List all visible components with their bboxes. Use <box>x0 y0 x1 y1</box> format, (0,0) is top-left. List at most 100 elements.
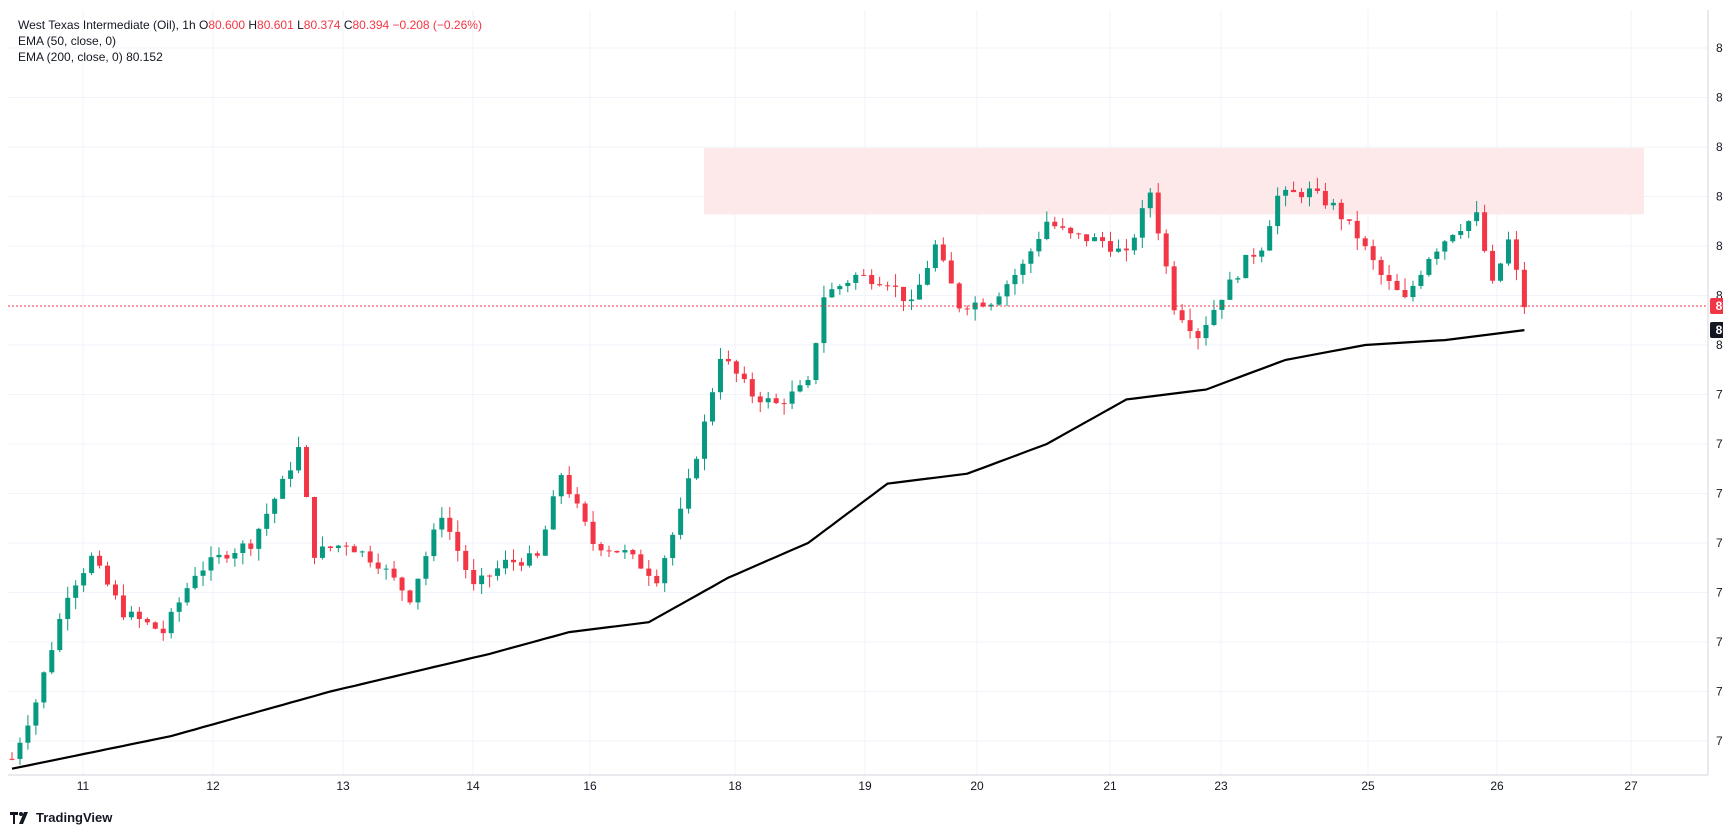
candle-body <box>1107 241 1113 252</box>
candle-body <box>773 398 779 404</box>
instrument-title[interactable]: West Texas Intermediate (Oil), 1h <box>18 18 196 32</box>
candle-body <box>407 590 413 603</box>
candle-body <box>980 302 986 307</box>
candle-body <box>1219 299 1225 310</box>
close-value: 80.394 <box>352 18 390 32</box>
ema200-tag: 80.152 <box>1716 323 1723 337</box>
candle-body <box>495 568 501 576</box>
candle-body <box>837 286 843 290</box>
candle-body <box>622 550 628 553</box>
candle-body <box>550 496 556 530</box>
candle-body <box>1251 254 1257 257</box>
candle-body <box>805 379 811 386</box>
candle-body <box>1291 189 1297 193</box>
candle-body <box>853 274 859 283</box>
candle-body <box>1346 219 1352 221</box>
candle-body <box>694 458 700 479</box>
candle-body <box>17 742 23 759</box>
candle-body <box>526 553 532 566</box>
x-tick-label: 20 <box>970 779 984 793</box>
open-value: 80.600 <box>208 18 246 32</box>
candle-body <box>606 550 612 552</box>
candle-body <box>423 556 429 579</box>
candle-body <box>893 285 899 287</box>
y-tick-label: 79.000 <box>1716 437 1723 451</box>
candle-body <box>510 559 516 563</box>
y-tick-label: 81.500 <box>1716 190 1723 204</box>
grid <box>8 10 1708 775</box>
candle-body <box>614 550 620 553</box>
candle-body <box>1060 226 1066 228</box>
candle-body <box>1179 310 1185 321</box>
y-tick-label: 76.500 <box>1716 685 1723 699</box>
high-label: H <box>248 18 258 32</box>
candle-body <box>1306 188 1312 198</box>
candle-body <box>948 260 954 284</box>
candle-body <box>1131 237 1137 251</box>
candle-body <box>725 358 731 362</box>
candle-body <box>1211 309 1217 325</box>
candle-body <box>327 546 333 549</box>
candle-body <box>1330 202 1336 206</box>
price-tags: 80.394 80.152 <box>1710 297 1723 338</box>
candle-body <box>924 268 930 285</box>
candle-body <box>471 569 477 585</box>
candle-body <box>399 577 405 591</box>
tradingview-brand[interactable]: TradingView <box>10 810 112 825</box>
candle-body <box>646 568 652 576</box>
candle-body <box>916 284 922 300</box>
candle-body <box>702 421 708 459</box>
candle-body <box>813 343 819 380</box>
candle-body <box>534 553 540 556</box>
candle-body <box>343 545 349 547</box>
candle-body <box>232 552 238 559</box>
candle-body <box>590 521 596 544</box>
y-tick-label: 82.000 <box>1716 140 1723 154</box>
candle-body <box>1314 188 1320 191</box>
candle-body <box>479 575 485 585</box>
candle-body <box>1187 320 1193 332</box>
ema50-legend[interactable]: EMA (50, close, 0) <box>18 33 482 49</box>
low-value: 80.374 <box>303 18 341 32</box>
candle-body <box>1020 263 1026 275</box>
x-tick-label: 14 <box>466 779 480 793</box>
candle-body <box>256 528 262 549</box>
y-tick-label: 79.500 <box>1716 388 1723 402</box>
candle-body <box>296 447 302 471</box>
candle-body <box>136 611 142 619</box>
last-price-tag: 80.394 <box>1716 299 1723 313</box>
resistance-zone <box>704 147 1644 215</box>
candle-body <box>638 554 644 569</box>
candle-body <box>431 529 437 557</box>
candle-body <box>280 478 286 499</box>
x-tick-label: 26 <box>1490 779 1504 793</box>
candle-body <box>1434 251 1440 259</box>
candle-body <box>192 575 198 589</box>
x-tick-label: 12 <box>206 779 220 793</box>
candle-body <box>1044 221 1050 240</box>
candle-body <box>964 308 970 310</box>
candle-body <box>861 274 867 276</box>
candle-body <box>1028 251 1034 264</box>
candle-body <box>1139 208 1145 238</box>
candle-body <box>415 578 421 603</box>
change-value: −0.208 (−0.26%) <box>392 18 482 32</box>
candle-body <box>757 396 763 403</box>
candle-body <box>367 551 373 563</box>
candle-body <box>1299 192 1305 198</box>
candle-body <box>97 555 103 566</box>
candle-body <box>670 534 676 559</box>
candle-body <box>1362 238 1368 247</box>
candle-body <box>518 562 524 566</box>
candle-body <box>176 602 182 612</box>
candle-body <box>749 379 755 397</box>
candle-body <box>1322 190 1328 206</box>
candle-body <box>542 529 548 556</box>
ema200-legend[interactable]: EMA (200, close, 0) 80.152 <box>18 49 482 65</box>
candle-body <box>1490 250 1496 281</box>
brand-name: TradingView <box>36 810 113 825</box>
candle-body <box>112 584 118 596</box>
candle-body <box>741 373 747 380</box>
candle-body <box>1394 280 1400 290</box>
